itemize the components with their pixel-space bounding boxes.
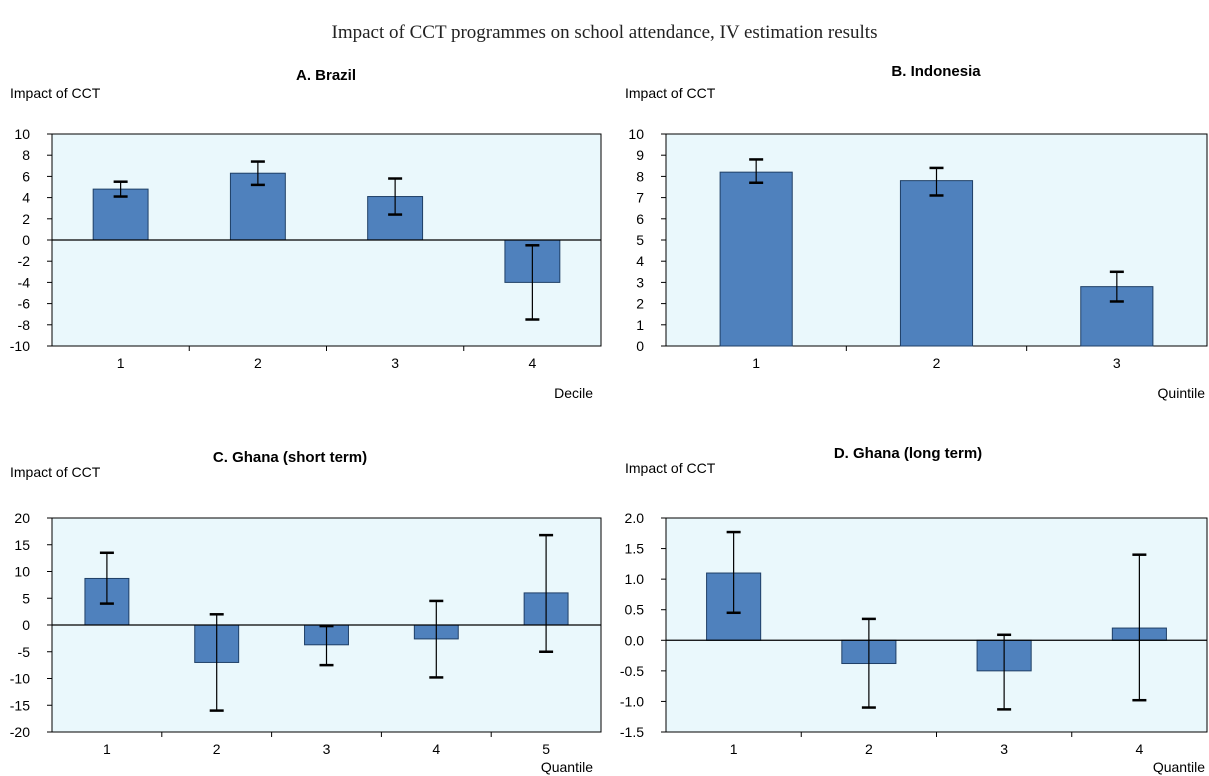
panel-title: A. Brazil bbox=[296, 67, 356, 84]
y-tick-label: 1 bbox=[636, 317, 644, 333]
y-tick-label: 6 bbox=[22, 168, 30, 184]
x-tick-label: 1 bbox=[730, 741, 738, 757]
y-tick-label: 0.5 bbox=[625, 602, 645, 618]
x-axis-label: Quintile bbox=[1158, 385, 1206, 401]
y-tick-label: 10 bbox=[14, 126, 30, 142]
y-tick-label: -4 bbox=[18, 274, 31, 290]
y-tick-label: 10 bbox=[14, 564, 30, 580]
x-tick-label: 1 bbox=[117, 355, 125, 371]
x-tick-label: 3 bbox=[323, 741, 331, 757]
y-tick-label: 0 bbox=[22, 617, 30, 633]
x-tick-label: 2 bbox=[254, 355, 262, 371]
y-axis-label: Impact of CCT bbox=[625, 460, 716, 476]
x-tick-label: 3 bbox=[1113, 355, 1121, 371]
chart-panel-4: D. Ghana (long term) Impact of CCT Quantil… bbox=[620, 445, 1208, 775]
y-axis-label: Impact of CCT bbox=[625, 85, 716, 101]
y-tick-label: -10 bbox=[10, 338, 30, 354]
y-tick-label: -6 bbox=[18, 296, 31, 312]
x-tick-label: 2 bbox=[933, 355, 941, 371]
panel-title: C. Ghana (short term) bbox=[213, 449, 367, 466]
x-tick-label: 5 bbox=[542, 741, 550, 757]
y-axis-label: Impact of CCT bbox=[10, 85, 101, 101]
y-tick-label: 4 bbox=[22, 190, 30, 206]
figure-title: Impact of CCT programmes on school atten… bbox=[331, 22, 878, 43]
x-tick-label: 4 bbox=[1135, 741, 1143, 757]
bar bbox=[899, 180, 974, 347]
y-tick-label: 1.5 bbox=[625, 541, 645, 557]
x-tick-label: 1 bbox=[103, 741, 111, 757]
y-tick-label: 0.0 bbox=[625, 632, 645, 648]
bar bbox=[719, 171, 793, 347]
y-tick-label: 15 bbox=[14, 537, 30, 553]
x-tick-label: 4 bbox=[432, 741, 440, 757]
y-tick-label: -5 bbox=[18, 644, 31, 660]
y-tick-label: 2.0 bbox=[625, 510, 645, 526]
y-tick-label: -15 bbox=[10, 697, 30, 713]
y-tick-label: -0.5 bbox=[620, 663, 644, 679]
y-tick-label: -2 bbox=[18, 253, 31, 269]
y-tick-label: -1.5 bbox=[620, 724, 644, 740]
y-tick-label: 9 bbox=[636, 147, 644, 163]
panel-title: B. Indonesia bbox=[891, 63, 981, 80]
x-tick-label: 3 bbox=[391, 355, 399, 371]
y-tick-label: 7 bbox=[636, 190, 644, 206]
x-tick-label: 2 bbox=[865, 741, 873, 757]
y-tick-label: -20 bbox=[10, 724, 30, 740]
y-tick-label: 1.0 bbox=[625, 571, 645, 587]
x-tick-label: 2 bbox=[213, 741, 221, 757]
chart-panel-1: A. Brazil Impact of CCT Decile 10 8 6 4 2 0 -2 -4 -… bbox=[10, 67, 602, 401]
y-tick-label: 2 bbox=[636, 296, 644, 312]
x-axis-label: Decile bbox=[554, 385, 593, 401]
y-tick-label: 3 bbox=[636, 274, 644, 290]
y-axis-label: Impact of CCT bbox=[10, 464, 101, 480]
x-tick-label: 4 bbox=[528, 355, 536, 371]
x-axis-label: Quantile bbox=[1153, 759, 1205, 775]
x-tick-label: 3 bbox=[1000, 741, 1008, 757]
y-tick-label: 5 bbox=[22, 590, 30, 606]
y-tick-label: 20 bbox=[14, 510, 30, 526]
y-tick-label: 6 bbox=[636, 211, 644, 227]
y-tick-label: -8 bbox=[18, 317, 31, 333]
y-tick-label: 10 bbox=[628, 126, 644, 142]
chart-panel-3: C. Ghana (short term) Impact of CCT Quanti… bbox=[10, 449, 602, 775]
y-tick-label: -1.0 bbox=[620, 693, 644, 709]
y-tick-label: 4 bbox=[636, 253, 644, 269]
y-tick-label: 2 bbox=[22, 211, 30, 227]
y-tick-label: 8 bbox=[22, 147, 30, 163]
y-tick-label: 0 bbox=[22, 232, 30, 248]
y-tick-label: -10 bbox=[10, 671, 30, 687]
x-axis-label: Quantile bbox=[541, 759, 593, 775]
panel-title: D. Ghana (long term) bbox=[834, 445, 982, 462]
y-tick-label: 8 bbox=[636, 168, 644, 184]
x-tick-label: 1 bbox=[752, 355, 760, 371]
y-tick-label: 0 bbox=[636, 338, 644, 354]
y-tick-label: 5 bbox=[636, 232, 644, 248]
